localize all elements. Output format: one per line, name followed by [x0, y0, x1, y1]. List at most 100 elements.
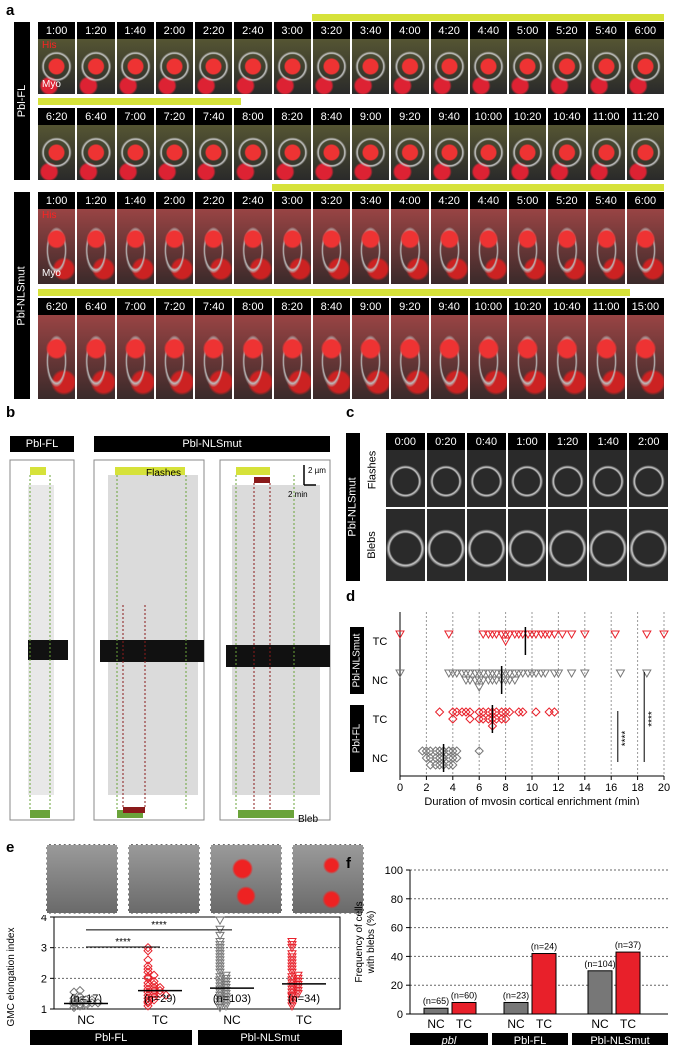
- d-data-point: [483, 714, 494, 724]
- timelapse-frame: 1:40: [116, 22, 154, 94]
- e-data-point: [143, 955, 153, 965]
- b-header-pbl-fl: Pbl-FL: [10, 436, 74, 452]
- chart-d: 0 2 4 6 8 10 12 14 16 18 20 Duration of myosin cort…: [350, 612, 670, 805]
- timelapse-frame: 8:40: [312, 298, 350, 399]
- timelapse-frame: 1:40: [588, 433, 628, 507]
- frame-image: [273, 315, 311, 399]
- d-data-point: [531, 630, 541, 640]
- c-blebs-row: [386, 509, 669, 581]
- frame-time-label: 1:20: [77, 192, 115, 209]
- frame-image: [626, 39, 664, 94]
- timelapse-frame: 6:40: [77, 298, 115, 399]
- e-category-label: TC: [152, 1013, 168, 1027]
- frame-image: [195, 209, 233, 284]
- frame-image: [588, 509, 628, 581]
- d-data-point: [504, 676, 515, 686]
- frame-time-label: 7:20: [155, 108, 193, 125]
- timelapse-frame: 9:40: [430, 298, 468, 399]
- frame-image: [234, 125, 272, 180]
- timelapse-frame: 4:40: [469, 192, 507, 284]
- timelapse-frame: 1:00: [38, 192, 76, 284]
- timelapse-frame: 8:00: [234, 298, 272, 399]
- frame-time-label: 7:00: [116, 298, 154, 315]
- timelapse-frame: 5:00: [509, 22, 547, 94]
- f-group-label: Pbl-FL: [514, 1035, 546, 1045]
- frame-image: [391, 315, 429, 399]
- yellow-bar-row3: [272, 184, 664, 191]
- b-scale-um: 2 µm: [308, 466, 326, 475]
- frame-time-label: 5:20: [548, 192, 586, 209]
- frame-image: [352, 209, 390, 284]
- frame-time-label: 5:40: [587, 22, 625, 39]
- d-data-point: [417, 746, 428, 756]
- frame-image: [312, 125, 350, 180]
- frame-image: [386, 450, 425, 507]
- d-xtick-label: 0: [397, 782, 403, 794]
- e-cell-image-3: [210, 844, 282, 914]
- e-n-label: (n=17): [70, 993, 102, 1005]
- frame-time-label: 2:00: [155, 22, 193, 39]
- frame-image: [234, 315, 272, 399]
- e-data-point: [93, 998, 103, 1008]
- frame-time-label: 15:00: [626, 298, 664, 315]
- timelapse-frame: 4:40: [469, 22, 507, 94]
- d-data-point: [500, 637, 511, 647]
- timelapse-frame: 7:00: [116, 108, 154, 180]
- frame-time-label: 6:00: [626, 22, 664, 39]
- e-ytick-label: 1: [41, 1004, 47, 1016]
- frame-image: [77, 209, 115, 284]
- timelapse-frame: 3:00: [273, 22, 311, 94]
- frame-image: [430, 39, 468, 94]
- frame-image: [509, 209, 547, 284]
- f-ytick-label: 60: [391, 923, 403, 935]
- e-data-point: [287, 941, 297, 950]
- frame-image: [195, 315, 233, 399]
- frame-image: [155, 39, 193, 94]
- timelapse-frame: 0:40: [467, 433, 506, 507]
- d-data-point: [509, 676, 520, 686]
- myo-label-2: Myo: [42, 268, 61, 279]
- f-category-label: NC: [507, 1017, 525, 1031]
- e-ytick-label: 4: [41, 915, 47, 924]
- chart-e: 1 2 3 4 GMC elongation index (n=17) (n=29) (n=1…: [6, 915, 342, 1045]
- panel-label-b: b: [6, 404, 16, 421]
- frame-image: [38, 209, 76, 284]
- timelapse-frame: 10:00: [469, 108, 507, 180]
- frame-time-label: 9:20: [391, 108, 429, 125]
- frame-time-label: 2:20: [195, 22, 233, 39]
- group-label-pbl-fl: Pbl-FL: [14, 22, 30, 180]
- d-data-point: [474, 683, 485, 693]
- d-data-point: [448, 753, 458, 763]
- e-category-label: NC: [77, 1013, 95, 1027]
- frame-image: [312, 209, 350, 284]
- frame-image: [548, 125, 586, 180]
- e-category-label: NC: [223, 1013, 241, 1027]
- d-xtick-label: 10: [526, 782, 538, 794]
- timelapse-row-2: 6:20 6:40 7:00 7:20 7:40 8:00 8:20 8:40 9:00 9:20…: [38, 108, 664, 180]
- d-group-bar: [350, 627, 364, 694]
- frame-image: [352, 315, 390, 399]
- blebs-frame: [548, 509, 587, 581]
- blebs-frame: [588, 509, 628, 581]
- frame-image: [469, 125, 507, 180]
- frame-image: [587, 125, 625, 180]
- frame-time-label: 6:20: [38, 108, 76, 125]
- d-data-point: [531, 707, 541, 717]
- f-ytick-label: 100: [385, 865, 403, 877]
- frame-time-label: 4:40: [469, 22, 507, 39]
- e-data-point: [287, 938, 297, 947]
- frame-image: [588, 450, 628, 507]
- d-xtick-label: 20: [658, 782, 670, 794]
- d-data-point: [448, 714, 458, 724]
- e-data-point: [143, 942, 153, 953]
- d-category-label: NC: [372, 675, 388, 687]
- frame-time-label: 4:00: [391, 192, 429, 209]
- frame-time-label: 5:40: [587, 192, 625, 209]
- timelapse-frame: 4:20: [430, 22, 468, 94]
- e-data-point: [143, 964, 153, 974]
- group-label-pbl-nlsmut: Pbl-NLSmut: [14, 192, 30, 399]
- e-data-point: [149, 976, 159, 987]
- chart-f: 0 20 40 60 80 100 Frequency of cellswith blebs…: [354, 865, 668, 1045]
- e-group-bar: [30, 1030, 192, 1045]
- frame-image: [587, 39, 625, 94]
